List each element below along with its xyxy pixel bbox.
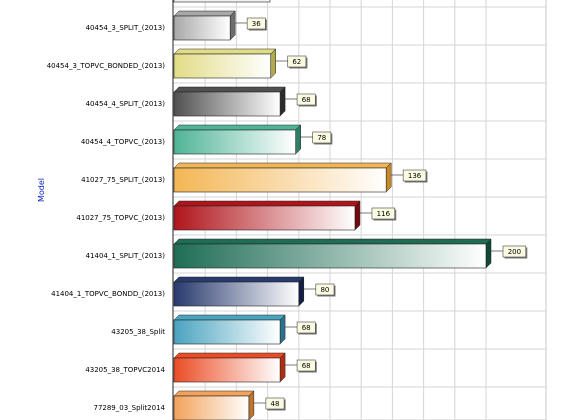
bar-front-face — [173, 167, 387, 193]
value-label-text: 68 — [302, 96, 311, 104]
bar-side-face — [485, 238, 492, 269]
bar-top-face — [173, 162, 392, 169]
bar-front-face — [173, 91, 281, 117]
value-label-text: 136 — [408, 172, 422, 180]
value-label-box — [265, 397, 285, 410]
value-label-text: 116 — [377, 210, 391, 218]
bar-top-face — [173, 352, 286, 359]
bar — [173, 352, 286, 383]
value-labels: 36 62 68 78 136 116 200 80 68 68 48 — [235, 17, 528, 411]
category-label: 41404_1_TOPVC_BONDD_(2013) — [51, 290, 165, 298]
value-label-box — [296, 93, 316, 106]
category-label: 40454_3_SPLIT_(2013) — [86, 24, 166, 32]
bar-cropped-top — [173, 0, 271, 3]
value-label: 80 — [303, 283, 336, 297]
bar-top-face — [173, 86, 286, 93]
value-label: 36 — [235, 17, 267, 31]
bar-front-face — [173, 205, 356, 231]
bar — [173, 390, 255, 420]
value-label-box — [296, 359, 316, 372]
bar-side-face — [248, 390, 255, 420]
value-label-text: 48 — [271, 400, 280, 408]
bar-front-face — [173, 357, 281, 383]
bar-side-face — [354, 200, 361, 231]
bar-front-face — [173, 53, 272, 79]
bar — [173, 276, 305, 307]
bar-front-face — [173, 281, 300, 307]
bars — [173, 0, 492, 420]
bar-front-face — [173, 319, 281, 345]
bar — [173, 48, 277, 79]
category-label: 41027_75_SPLIT_(2013) — [81, 176, 165, 184]
bar-top-face — [173, 276, 305, 283]
value-label-box — [296, 321, 316, 334]
value-label-box — [312, 131, 332, 144]
category-label: 41027_75_TOPVC_(2013) — [76, 214, 165, 222]
bar — [173, 162, 392, 193]
value-label: 48 — [253, 397, 286, 411]
bar-side-face — [295, 124, 301, 155]
value-label: 68 — [285, 359, 317, 373]
value-label-box — [287, 55, 307, 68]
bar — [173, 238, 492, 269]
value-label-box — [502, 245, 527, 258]
value-label: 200 — [491, 245, 528, 259]
value-label-text: 62 — [292, 58, 301, 66]
bar — [173, 10, 236, 41]
category-label: 41404_1_SPLIT_(2013) — [86, 252, 166, 260]
category-label: 40454_4_TOPVC_(2013) — [81, 138, 165, 146]
bar-top-face — [173, 48, 277, 55]
bar-side-face — [298, 276, 305, 307]
bar-top-face — [173, 314, 286, 321]
value-label: 62 — [275, 55, 308, 69]
category-label: 40454_4_SPLIT_(2013) — [86, 100, 166, 108]
value-label-text: 36 — [252, 20, 261, 28]
bar-top-face — [173, 200, 361, 207]
y-axis-label: Model — [37, 178, 46, 202]
bar-top-face — [173, 238, 492, 245]
value-label: 68 — [285, 93, 317, 107]
value-label-box — [315, 283, 335, 296]
value-label-box — [402, 169, 427, 182]
value-label: 136 — [391, 169, 428, 183]
value-label-text: 200 — [508, 248, 521, 256]
value-label: 78 — [300, 131, 333, 145]
category-label: 40454_3_TOPVC_BONDED_(2013) — [47, 62, 166, 70]
category-labels: 40454_3_SPLIT_(2013) 40454_3_TOPVC_BONDED… — [47, 24, 166, 412]
bar-side-face — [279, 314, 286, 345]
value-label-text: 68 — [302, 324, 311, 332]
bar — [173, 200, 361, 231]
bar-front-face — [173, 15, 231, 41]
bar-front-face — [173, 243, 487, 269]
bar-top-face — [173, 10, 236, 17]
bar-top-face — [173, 124, 302, 131]
category-label: 43205_38_TOPVC2014 — [85, 366, 165, 374]
value-label-text: 80 — [320, 286, 329, 294]
bar-front-face — [173, 395, 250, 420]
value-label-text: 78 — [317, 134, 326, 142]
value-label-box — [246, 17, 266, 30]
category-label: 43205_38_Split — [111, 328, 165, 336]
bar — [173, 314, 286, 345]
bar — [173, 86, 286, 117]
value-label-box — [371, 207, 396, 220]
value-label: 116 — [359, 207, 397, 221]
category-label: 77289_03_Split2014 — [93, 404, 165, 412]
bar-side-face — [385, 162, 392, 193]
bar-side-face — [279, 352, 286, 383]
bar-top-face — [173, 390, 255, 397]
bar-side-face — [270, 48, 276, 79]
bar — [173, 124, 302, 155]
bar-front-face — [173, 129, 296, 155]
bar-side-face — [229, 10, 236, 41]
value-label: 68 — [285, 321, 317, 335]
bar-side-face — [279, 86, 286, 117]
value-label-text: 68 — [302, 362, 311, 370]
